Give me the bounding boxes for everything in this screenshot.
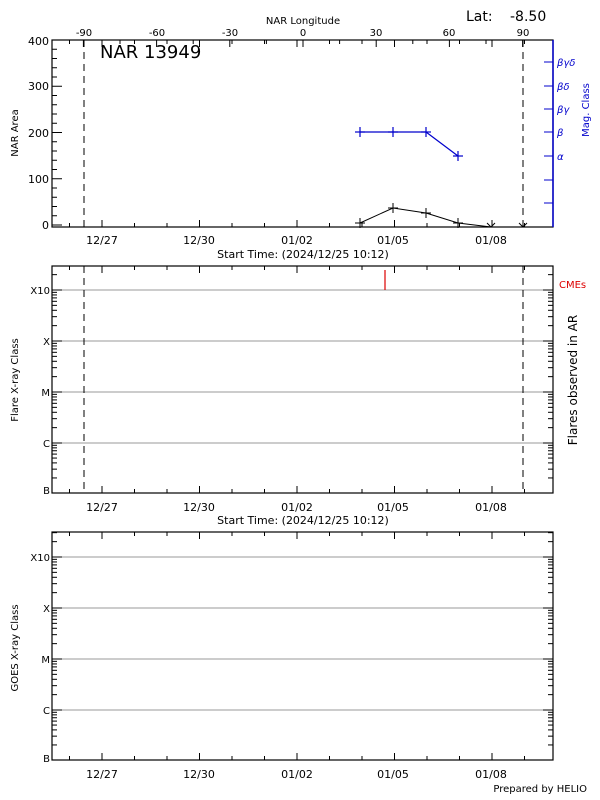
svg-text:01/02: 01/02	[281, 234, 313, 247]
svg-text:X: X	[43, 337, 50, 348]
class-y-ticks	[52, 532, 553, 761]
start-time-label: Start Time: (2024/12/25 10:12)	[217, 248, 389, 261]
svg-text:B: B	[43, 754, 50, 765]
time-x-ticks	[69, 266, 525, 493]
svg-text:B: B	[43, 486, 50, 497]
nar-area-panel: NAR 13949 -90 -60 -30 0 30 60 90 0 100 2…	[10, 28, 592, 261]
svg-text:60: 60	[443, 28, 456, 39]
svg-text:12/30: 12/30	[183, 768, 215, 781]
svg-text:-30: -30	[222, 28, 238, 39]
svg-text:200: 200	[28, 127, 49, 140]
panel-frame	[51, 531, 554, 761]
svg-text:12/30: 12/30	[183, 501, 215, 514]
svg-text:01/05: 01/05	[377, 234, 409, 247]
mag-class-series	[355, 127, 463, 161]
class-grid-lines	[52, 556, 553, 711]
credit-label: Prepared by HELIO	[493, 784, 587, 795]
panel-frame	[51, 265, 554, 494]
svg-text:βγδ: βγδ	[556, 58, 575, 69]
svg-text:M: M	[41, 388, 50, 399]
svg-text:90: 90	[517, 28, 530, 39]
flare-class-y-label: Flare X-ray Class	[10, 338, 21, 422]
start-time-label: Start Time: (2024/12/25 10:12)	[217, 514, 389, 527]
flares-panel: B C M X X10 Flare X-ray Class Flares obs…	[10, 265, 586, 527]
svg-text:α: α	[557, 152, 564, 163]
class-y-tick-labels: B C M X X10	[30, 286, 50, 497]
svg-text:300: 300	[28, 80, 49, 93]
lat-value: -8.50	[510, 9, 546, 25]
cme-legend-label: CMEs	[559, 280, 586, 291]
svg-text:100: 100	[28, 173, 49, 186]
time-x-ticks	[69, 40, 525, 227]
goes-panel: B C M X X10 GOES X-ray Class 12/27 12/30…	[10, 531, 554, 781]
svg-text:0: 0	[42, 219, 49, 232]
svg-text:-90: -90	[76, 28, 92, 39]
svg-text:400: 400	[28, 35, 49, 48]
mag-class-label: Mag. Class	[581, 83, 592, 137]
svg-text:X10: X10	[30, 553, 50, 564]
flares-observed-label: Flares observed in AR	[566, 315, 580, 445]
svg-text:01/08: 01/08	[475, 501, 507, 514]
time-x-tick-labels: 12/27 12/30 01/02 01/05 01/08	[86, 501, 507, 514]
time-x-ticks	[69, 532, 525, 760]
svg-text:β: β	[556, 128, 564, 139]
time-x-tick-labels: 12/27 12/30 01/02 01/05 01/08	[86, 234, 507, 247]
class-y-tick-labels: B C M X X10	[30, 553, 50, 765]
svg-text:01/08: 01/08	[475, 234, 507, 247]
lat-label: Lat:	[466, 9, 493, 25]
svg-text:X10: X10	[30, 286, 50, 297]
svg-text:01/02: 01/02	[281, 768, 313, 781]
svg-text:12/27: 12/27	[86, 768, 118, 781]
class-grid-lines	[52, 289, 553, 444]
nar-area-series	[355, 203, 528, 228]
time-x-tick-labels: 12/27 12/30 01/02 01/05 01/08	[86, 768, 507, 781]
area-y-label: NAR Area	[10, 109, 21, 156]
longitude-tick-labels: -90 -60 -30 0 30 60 90	[76, 28, 530, 39]
class-y-ticks	[52, 274, 553, 494]
mag-class-tick-labels: βγδ βδ βγ β α	[556, 58, 575, 163]
svg-text:01/08: 01/08	[475, 768, 507, 781]
svg-text:C: C	[43, 439, 50, 450]
svg-text:12/27: 12/27	[86, 501, 118, 514]
svg-text:12/27: 12/27	[86, 234, 118, 247]
svg-text:βγ: βγ	[556, 105, 570, 116]
mag-class-ticks	[544, 61, 553, 204]
svg-text:-60: -60	[149, 28, 165, 39]
area-y-tick-labels: 0 100 200 300 400	[28, 35, 49, 232]
svg-text:01/05: 01/05	[377, 501, 409, 514]
svg-text:M: M	[41, 655, 50, 666]
area-y-ticks	[52, 39, 62, 226]
panel-frame	[51, 39, 554, 228]
svg-text:C: C	[43, 706, 50, 717]
region-title: NAR 13949	[100, 42, 201, 63]
svg-text:0: 0	[300, 28, 306, 39]
svg-text:01/05: 01/05	[377, 768, 409, 781]
svg-text:01/02: 01/02	[281, 501, 313, 514]
goes-class-y-label: GOES X-ray Class	[10, 604, 21, 691]
svg-text:βδ: βδ	[556, 82, 570, 93]
svg-text:30: 30	[370, 28, 383, 39]
top-axis-title: NAR Longitude	[266, 16, 340, 27]
svg-text:X: X	[43, 604, 50, 615]
svg-text:12/30: 12/30	[183, 234, 215, 247]
